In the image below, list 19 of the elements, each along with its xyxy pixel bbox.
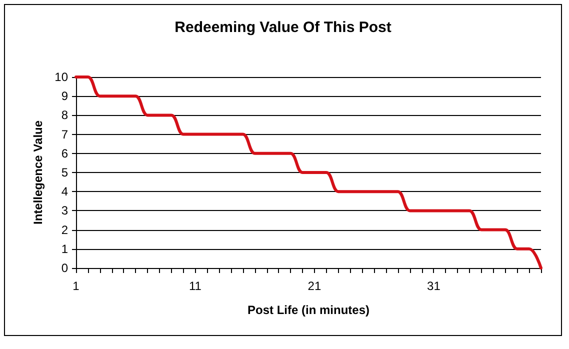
x-axis-title: Post Life (in minutes) bbox=[247, 303, 370, 317]
y-tick-label: 9 bbox=[61, 89, 68, 104]
x-tick-label: 21 bbox=[308, 279, 322, 293]
line-series bbox=[74, 76, 542, 270]
y-tick-label: 4 bbox=[61, 184, 68, 199]
y-tick-label: 0 bbox=[61, 261, 68, 275]
chart-title: Redeeming Value Of This Post bbox=[174, 19, 392, 36]
y-tick-label: 2 bbox=[61, 222, 68, 237]
y-tick-label: 7 bbox=[61, 127, 68, 142]
y-tick-label: 6 bbox=[61, 146, 68, 160]
y-tick-label: 3 bbox=[61, 204, 68, 218]
y-tick-label: 8 bbox=[61, 108, 68, 122]
y-axis-title: Intellegence Value bbox=[30, 120, 45, 225]
y-tick-label: 5 bbox=[61, 166, 68, 180]
x-tick-label: 11 bbox=[188, 279, 202, 293]
x-tick-label: 1 bbox=[72, 279, 80, 293]
y-tick-label: 1 bbox=[61, 242, 68, 256]
x-tick-label: 31 bbox=[427, 279, 441, 293]
y-tick-label: 10 bbox=[54, 70, 68, 84]
